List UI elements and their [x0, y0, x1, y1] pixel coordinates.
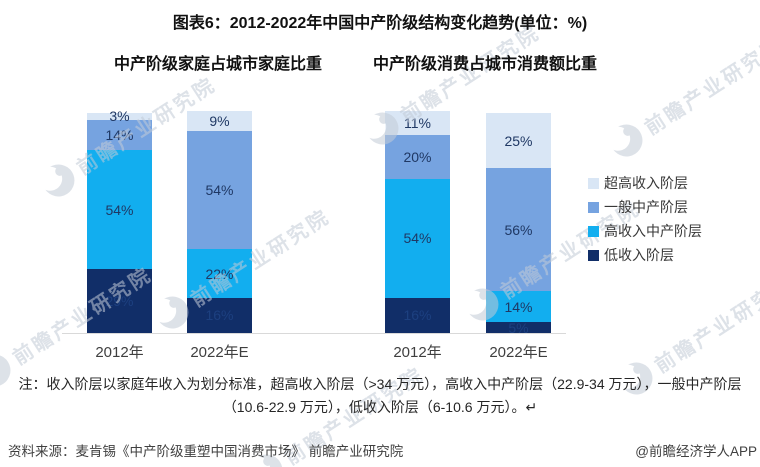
legend-label: 超高收入阶层 [604, 175, 688, 191]
bar-segment: 54% [385, 179, 450, 298]
bar-segment-label: 54% [403, 230, 432, 247]
figure-title: 图表6：2012-2022年中国中产阶级结构变化趋势(单位：%) [172, 15, 588, 32]
source-text: 资料来源：麦肯锡《中产阶级重塑中国消费市场》 前瞻产业研究院 [8, 444, 404, 459]
legend-item: 低收入阶层 [588, 243, 674, 267]
x-axis-category-label: 2022年E [190, 344, 249, 361]
bar-segment: 16% [385, 297, 450, 333]
bar-segment: 14% [87, 119, 152, 151]
bar-segment-label: 9% [209, 112, 230, 129]
bar-segment: 54% [187, 130, 252, 250]
right-chart-subtitle: 中产阶级消费占城市消费额比重 [372, 56, 597, 73]
bar-segment: 22% [187, 249, 252, 298]
bar-segment: 5% [486, 319, 551, 336]
bar-segment-label: 20% [403, 149, 432, 165]
watermark-text: 前瞻产业研究院 [641, 33, 760, 140]
footnote-line-2: （10.6-22.9 万元），低收入阶层（6-10.6 万元）。↵ [222, 399, 538, 415]
legend-swatch-icon [588, 225, 599, 237]
bar-segment-label: 14% [105, 126, 134, 143]
legend-item: 高收入中产阶层 [588, 219, 702, 243]
credit-text: @前瞻经济学人APP [635, 444, 757, 459]
bar-segment: 56% [486, 168, 551, 292]
legend-swatch-icon [588, 177, 599, 189]
legend-swatch-icon [588, 201, 599, 213]
bar-segment-label: 25% [504, 132, 533, 149]
bar-segment-label: 5% [508, 319, 529, 336]
bar-segment-label: 16% [403, 307, 432, 324]
watermark-text: 前瞻产业研究院 [651, 271, 760, 378]
bar-segment: 11% [385, 110, 450, 135]
bar-segment: 54% [87, 150, 152, 270]
x-axis-category-label: 2012年 [95, 344, 144, 361]
bar-segment: 3% [87, 109, 152, 123]
x-axis-category-label: 2012年 [393, 344, 442, 361]
bar-segment-label: 22% [205, 265, 234, 282]
footnote-line-1: 注：收入阶层以家庭年收入为划分标准，超高收入阶层（>34 万元），高收入中产阶层… [18, 376, 742, 392]
bar-segment-label: 54% [105, 201, 134, 218]
bar-segment-label: 11% [404, 114, 431, 131]
bar-segment-label: 14% [504, 298, 533, 315]
bar-segment-label: 16% [205, 307, 234, 324]
legend-swatch-icon [588, 249, 599, 261]
bar-segment-label: 3% [109, 108, 130, 125]
bar-segment-label: 54% [205, 181, 234, 198]
legend-item: 一般中产阶层 [588, 195, 688, 219]
bar-segment: 16% [187, 297, 252, 333]
bar-segment-label: 56% [504, 221, 533, 238]
left-chart-subtitle: 中产阶级家庭占城市家庭比重 [113, 56, 322, 73]
bar-segment: 20% [385, 135, 450, 179]
bar-segment: 29% [87, 269, 152, 333]
bar-segment: 9% [187, 110, 252, 131]
legend-label: 一般中产阶层 [604, 199, 688, 215]
bar-segment: 25% [486, 113, 551, 168]
legend-label: 高收入中产阶层 [604, 223, 702, 239]
qianzhan-logo-icon [606, 124, 643, 157]
legend-item: 超高收入阶层 [588, 171, 688, 195]
legend-label: 低收入阶层 [604, 247, 674, 263]
x-axis-category-label: 2022年E [489, 344, 548, 361]
bar-segment-label: 29% [105, 293, 134, 310]
watermark: 前瞻产业研究院 [603, 26, 760, 164]
x-axis-line [62, 333, 566, 334]
qianzhan-logo-icon [38, 164, 75, 197]
bar-segment: 14% [486, 291, 551, 322]
